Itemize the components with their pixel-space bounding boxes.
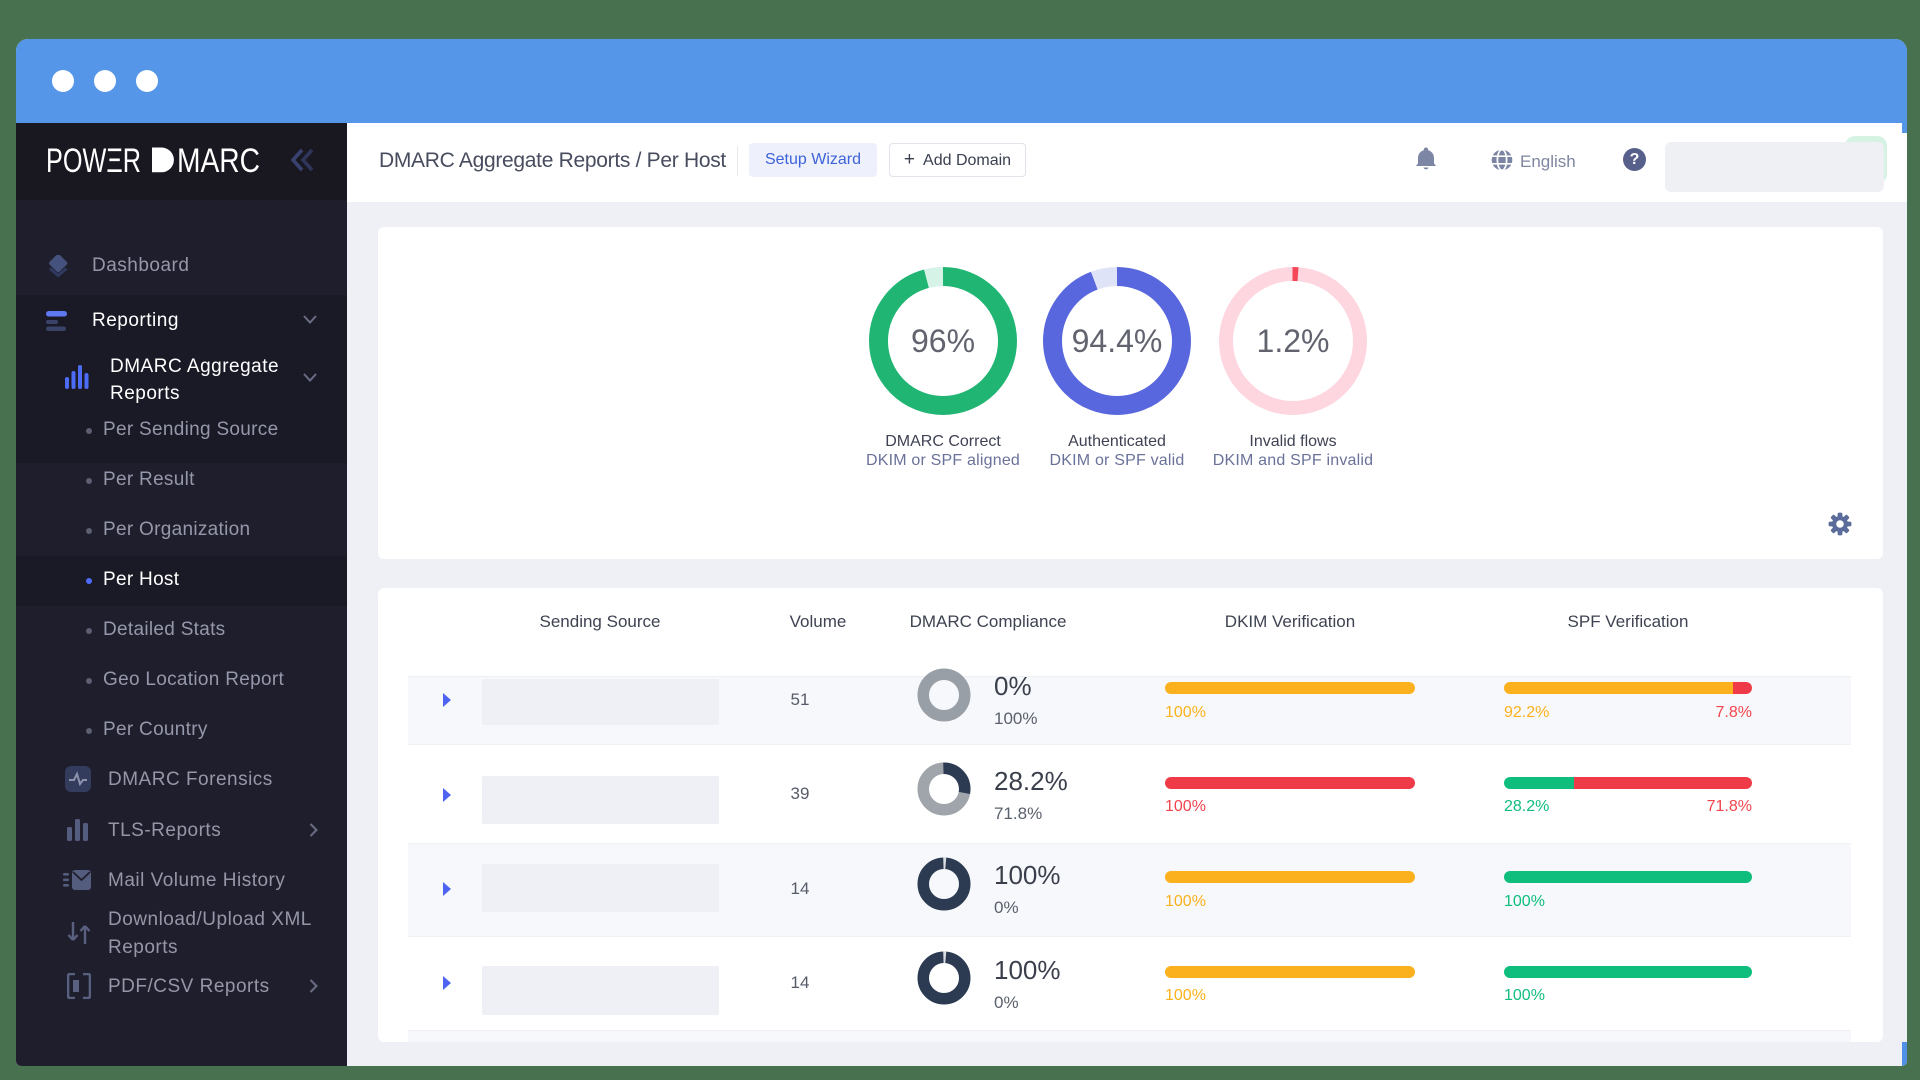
svg-text:1.2%: 1.2% — [1257, 323, 1330, 359]
svg-text:MARC: MARC — [177, 146, 260, 176]
svg-text:94.4%: 94.4% — [1072, 323, 1163, 359]
svg-text:96%: 96% — [911, 323, 975, 359]
svg-text:POWΞR: POWΞR — [46, 146, 141, 176]
